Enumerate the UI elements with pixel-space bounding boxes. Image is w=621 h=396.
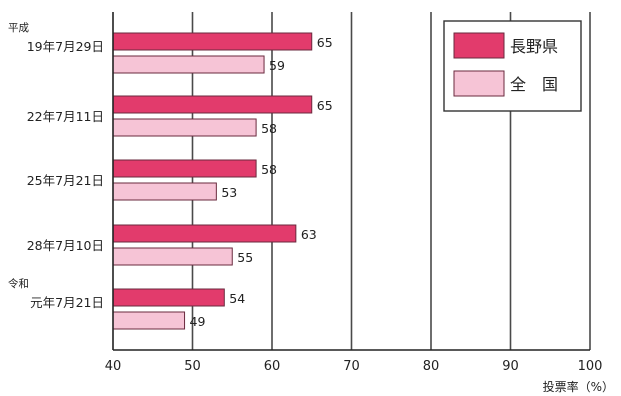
category-label: 22年7月11日 bbox=[27, 109, 104, 124]
bar-group: 65 59 65 58 58 53 63 55 54 49 bbox=[112, 32, 333, 330]
data-label: 49 bbox=[190, 314, 206, 329]
era-label: 令和 bbox=[8, 277, 29, 290]
legend-label: 長野県 bbox=[510, 37, 558, 56]
bar-nagano bbox=[112, 95, 313, 114]
x-tick-label: 70 bbox=[343, 359, 360, 374]
category-label: 28年7月10日 bbox=[27, 238, 104, 253]
category-label: 元年7月21日 bbox=[30, 295, 104, 310]
data-label: 65 bbox=[317, 98, 333, 113]
bar-nagano bbox=[112, 32, 313, 51]
bar-nagano bbox=[112, 224, 297, 243]
bar-nagano bbox=[112, 159, 257, 178]
x-axis-label: 投票率（%） bbox=[543, 379, 614, 394]
data-label: 55 bbox=[237, 250, 253, 265]
data-label: 58 bbox=[261, 121, 277, 136]
data-label: 54 bbox=[229, 291, 245, 306]
category-label: 19年7月29日 bbox=[27, 39, 104, 54]
category-label: 25年7月21日 bbox=[27, 173, 104, 188]
x-tick-label: 90 bbox=[502, 359, 519, 374]
era-label: 平成 bbox=[8, 22, 29, 34]
bar-nagano bbox=[112, 288, 225, 307]
data-label: 58 bbox=[261, 162, 277, 177]
x-tick-label: 40 bbox=[105, 359, 122, 374]
axes: 40 50 60 70 80 90 100 平成 19年7月29日 22年7月11日 25年7月21… bbox=[8, 12, 602, 374]
x-tick-label: 100 bbox=[578, 359, 603, 374]
bar-national bbox=[112, 55, 265, 74]
data-label: 65 bbox=[317, 35, 333, 50]
legend-swatch bbox=[453, 70, 505, 97]
x-tick-label: 80 bbox=[423, 359, 440, 374]
x-tick-label: 60 bbox=[264, 359, 281, 374]
data-label: 59 bbox=[269, 58, 285, 73]
bar-national bbox=[112, 247, 233, 266]
legend-label: 全 国 bbox=[510, 75, 558, 94]
bar-national bbox=[112, 311, 186, 330]
x-tick-label: 50 bbox=[184, 359, 201, 374]
legend-swatch bbox=[453, 32, 505, 59]
data-label: 63 bbox=[301, 227, 317, 242]
bar-national bbox=[112, 182, 217, 201]
data-label: 53 bbox=[221, 185, 237, 200]
bar-national bbox=[112, 118, 257, 137]
